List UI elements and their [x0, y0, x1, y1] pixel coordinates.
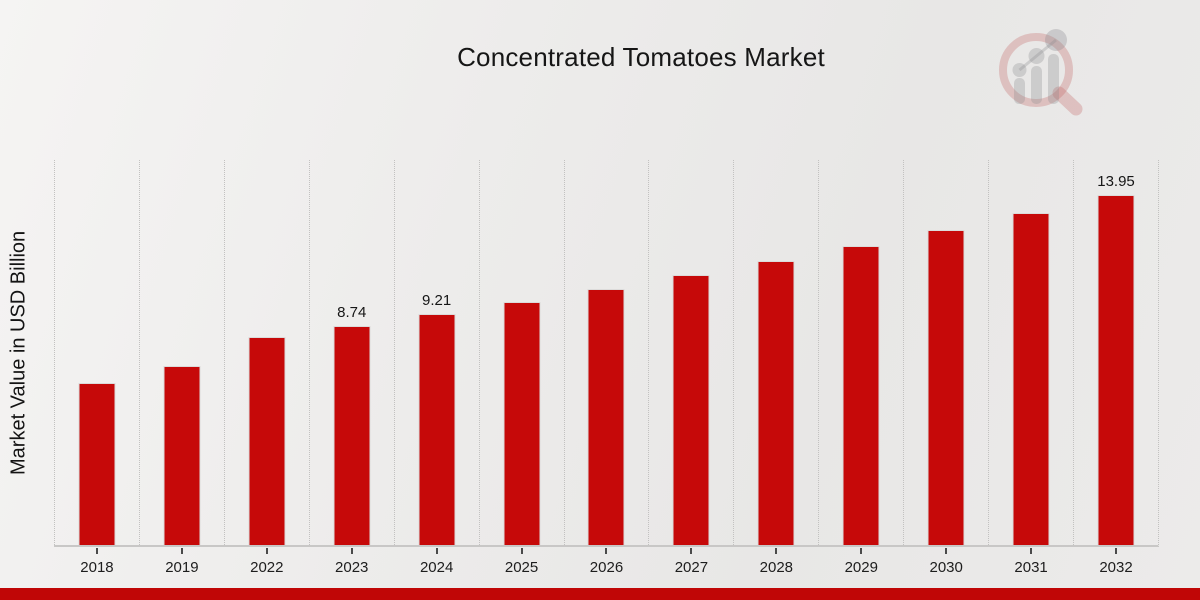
bar-2023: [333, 326, 371, 545]
x-axis-tick: [520, 548, 523, 554]
x-axis-label-2019: 2019: [165, 559, 199, 576]
x-axis-label-2032: 2032: [1099, 559, 1133, 576]
category-slot: 2030: [903, 160, 988, 576]
x-axis-label-2022: 2022: [250, 559, 284, 576]
footer-accent-bar: [0, 588, 1200, 600]
value-label-2024: 9.21: [422, 292, 452, 309]
bar-2022: [248, 337, 286, 545]
x-axis-tick: [775, 548, 778, 554]
y-axis-title: Market Value in USD Billion: [7, 230, 30, 475]
x-axis-label-2024: 2024: [419, 559, 454, 576]
category-slot: 13.95 2032: [1073, 160, 1158, 576]
x-axis-tick: [945, 548, 948, 554]
x-axis-tick: [690, 548, 693, 554]
category-slot: 2029: [818, 160, 903, 576]
bar-2024: [418, 314, 456, 545]
x-axis-label-2025: 2025: [504, 559, 539, 576]
x-axis-label-2028: 2028: [759, 559, 794, 576]
category-slot: 2031: [988, 160, 1073, 576]
bar-2026: [587, 289, 625, 545]
category-slot: 2018: [54, 160, 139, 576]
category-slot: 2022: [223, 160, 309, 576]
x-axis-label-2029: 2029: [844, 559, 878, 576]
category-slot: 2019: [138, 160, 224, 576]
x-axis-label-2031: 2031: [1014, 559, 1048, 576]
bar-2019: [163, 366, 201, 545]
x-axis-tick: [1115, 548, 1118, 554]
bar-2028: [757, 261, 795, 545]
magnifier-bar-chart-logo-icon: [999, 29, 1083, 116]
bar-2018: [78, 383, 116, 545]
bar-2025: [503, 302, 541, 545]
category-slot: 2027: [648, 160, 733, 576]
category-slot: 2028: [733, 160, 818, 576]
bar-2027: [672, 275, 710, 545]
x-axis-tick: [95, 548, 98, 554]
x-axis-label-2018: 2018: [80, 559, 114, 576]
x-axis-tick: [350, 548, 353, 554]
category-slot: 8.74 2023: [308, 160, 394, 576]
x-axis-tick: [1030, 548, 1033, 554]
x-axis-tick: [265, 548, 268, 554]
bar-2029: [842, 246, 880, 545]
x-axis-tick: [860, 548, 863, 554]
bar-2032: [1097, 195, 1135, 545]
value-label-2032: 13.95: [1097, 173, 1135, 190]
chart-title: Concentrated Tomatoes Market: [457, 42, 825, 72]
category-slot: 2026: [563, 160, 649, 576]
x-axis-label-2023: 2023: [335, 559, 369, 576]
x-axis-label-2026: 2026: [589, 559, 624, 576]
x-axis-tick: [180, 548, 183, 554]
x-axis-tick: [605, 548, 608, 554]
value-label-2023: 8.74: [337, 304, 367, 321]
bar-2031: [1012, 213, 1050, 545]
category-slot: 2025: [478, 160, 564, 576]
category-slot: 9.21 2024: [393, 160, 479, 576]
x-axis-label-2030: 2030: [929, 559, 963, 576]
x-axis-label-2027: 2027: [674, 559, 709, 576]
plot-area: 2018 2019 2022 8.74 2023 9.21 2024 2025 2026 2027…: [54, 160, 1159, 576]
x-axis-tick: [435, 548, 438, 554]
bar-2030: [927, 230, 965, 545]
